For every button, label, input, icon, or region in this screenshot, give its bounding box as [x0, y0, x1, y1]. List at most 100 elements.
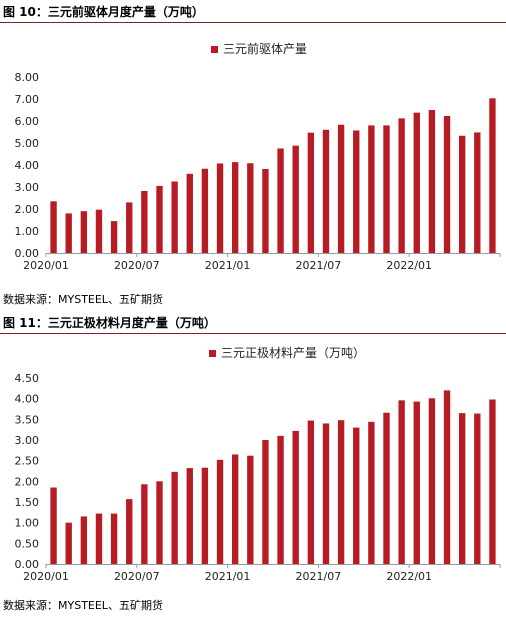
y-tick-label: 4.00 [15, 393, 40, 406]
x-tick-label: 2021/07 [296, 570, 342, 583]
bar [307, 132, 315, 253]
bar [231, 162, 239, 253]
legend-label: 三元前驱体产量 [223, 41, 307, 56]
x-tick-label: 2020/01 [23, 259, 69, 272]
bar [368, 125, 375, 253]
legend-swatch [211, 46, 218, 53]
bar [322, 129, 330, 253]
bar [292, 145, 299, 253]
y-tick-label: 4.50 [15, 372, 40, 385]
bar [413, 401, 420, 564]
figure-10-source: 数据来源：MYSTEEL、五矿期货 [3, 293, 163, 306]
legend: 三元正极材料产量（万吨） [209, 346, 365, 360]
y-tick-label: 1.00 [15, 517, 40, 530]
bar [353, 427, 360, 564]
y-tick-label: 3.50 [15, 413, 40, 426]
bar [80, 211, 88, 253]
bar [247, 455, 254, 564]
x-tick-label: 2021/01 [205, 570, 251, 583]
bar [50, 201, 57, 253]
bar [186, 468, 193, 564]
x-tick-label: 2022/01 [386, 259, 432, 272]
x-tick-label: 2021/01 [205, 259, 251, 272]
bar [353, 130, 360, 253]
bar [262, 168, 269, 253]
bar [216, 163, 224, 253]
x-tick-label: 2022/01 [386, 570, 432, 583]
bar [171, 471, 178, 564]
bar [141, 190, 148, 253]
x-tick-label: 2020/07 [114, 259, 160, 272]
y-tick-label: 0.00 [15, 558, 40, 571]
chart-10: 三元前驱体产量 0.00 1.00 2.00 3.00 4.00 5.00 6.00 7.00 8… [15, 41, 501, 272]
bar [307, 420, 315, 564]
bar [141, 484, 148, 564]
bar [110, 221, 118, 253]
bar [428, 110, 436, 253]
bar [80, 516, 88, 564]
bar [428, 398, 436, 564]
bar [231, 454, 239, 564]
bar [156, 481, 163, 564]
bar [277, 148, 284, 253]
y-tick-label: 7.00 [15, 93, 40, 106]
bar [413, 112, 420, 253]
bar [95, 209, 103, 253]
bar [186, 173, 193, 253]
y-tick-label: 4.00 [15, 159, 40, 172]
bar [171, 181, 178, 253]
bar [398, 400, 405, 564]
bar [443, 115, 451, 253]
bar [50, 487, 57, 564]
bar [443, 390, 451, 564]
bar [126, 499, 133, 564]
y-tick-label: 1.50 [15, 496, 40, 509]
bar [398, 118, 405, 253]
bar [458, 135, 466, 253]
title-rule [0, 333, 506, 334]
legend: 三元前驱体产量 [211, 41, 307, 56]
bar [489, 98, 496, 253]
bar [277, 435, 284, 564]
legend-label: 三元正极材料产量（万吨） [221, 346, 365, 360]
bar [474, 132, 481, 253]
bar [110, 513, 118, 564]
y-tick-label: 2.00 [15, 475, 40, 488]
bar [368, 421, 375, 564]
legend-swatch [209, 350, 216, 357]
bar [474, 413, 481, 564]
bar [201, 168, 209, 253]
bar [201, 467, 209, 564]
y-tick-label: 0.00 [15, 247, 40, 260]
y-tick-label: 2.00 [15, 203, 40, 216]
title-rule [0, 22, 506, 23]
y-tick-label: 1.00 [15, 225, 40, 238]
bar [489, 399, 496, 564]
bar [262, 440, 269, 564]
bar [95, 513, 103, 564]
bar [65, 213, 72, 253]
bar [216, 459, 224, 564]
bar [126, 202, 133, 253]
bar [322, 423, 330, 564]
bar [247, 163, 254, 253]
bar [337, 420, 345, 564]
bar [65, 522, 72, 564]
x-tick-label: 2020/07 [114, 570, 160, 583]
x-tick-label: 2021/07 [296, 259, 342, 272]
figure-11-source: 数据来源：MYSTEEL、五矿期货 [3, 599, 163, 612]
bar [337, 124, 345, 254]
y-tick-label: 3.00 [15, 181, 40, 194]
y-tick-label: 5.00 [15, 137, 40, 150]
figure-11-title: 图 11：三元正极材料月度产量（万吨） [3, 316, 216, 330]
bar [383, 412, 390, 564]
bar [383, 125, 390, 253]
y-tick-label: 6.00 [15, 115, 40, 128]
figure-10-title: 图 10：三元前驱体月度产量（万吨） [3, 5, 204, 19]
y-tick-label: 8.00 [15, 71, 40, 84]
bar [292, 430, 299, 564]
bar [156, 185, 163, 253]
x-tick-label: 2020/01 [23, 570, 69, 583]
chart-11: 三元正极材料产量（万吨） 0.00 0.50 1.00 1.50 2.00 2.50 3.00… [15, 346, 501, 583]
bar [458, 413, 466, 564]
